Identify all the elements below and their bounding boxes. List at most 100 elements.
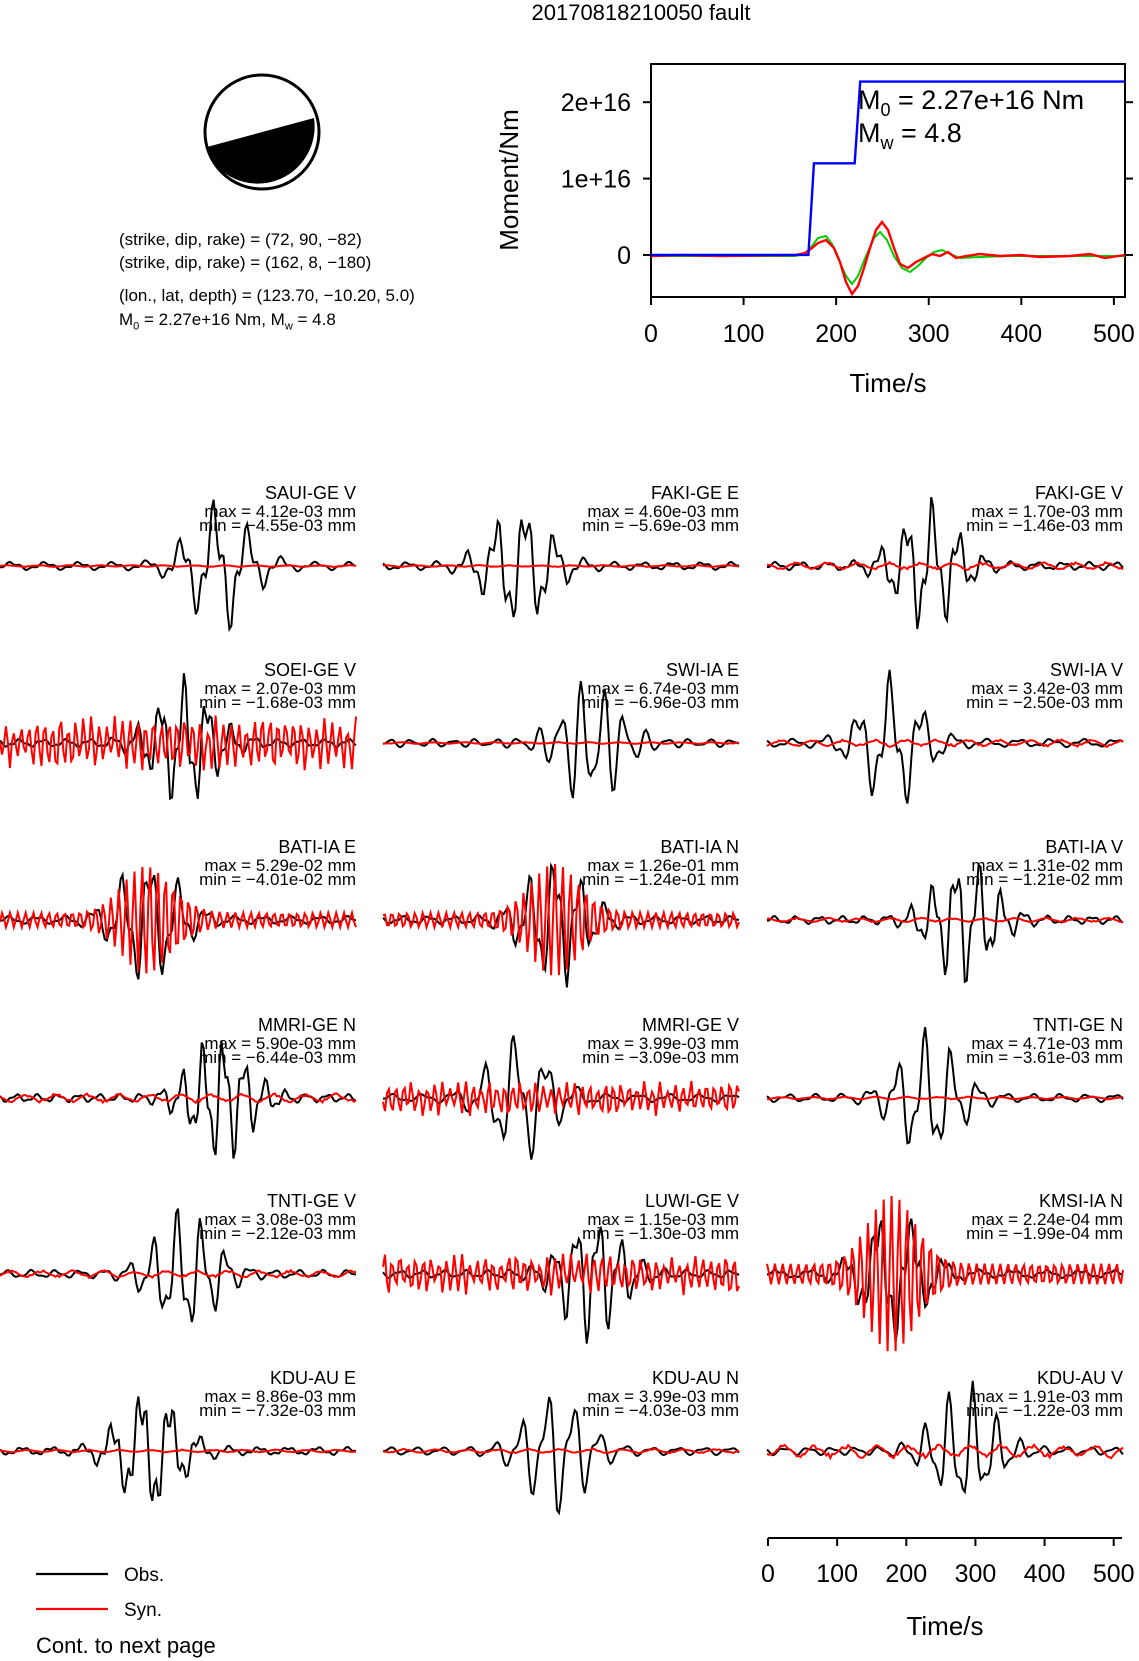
- synthetic-trace: [766, 1195, 1124, 1352]
- synthetic-trace: [382, 1253, 740, 1296]
- station-name: KDU-AU E: [270, 1368, 356, 1388]
- m0-annotation: M0 = 2.27e+16 Nm: [858, 85, 1084, 120]
- waveform-x-tick-label: 0: [761, 1560, 775, 1588]
- station-min: min = −2.50e-03 mm: [966, 693, 1123, 712]
- station-min: min = −1.30e-03 mm: [582, 1224, 739, 1243]
- station-name: SAUI-GE V: [265, 483, 356, 503]
- station-min: min = −6.96e-03 mm: [582, 693, 739, 712]
- synthetic-trace: [0, 866, 357, 974]
- moment-rate-green-line: [651, 230, 1125, 286]
- moment-rate-curves: [650, 220, 1126, 297]
- station-min: min = −4.01e-02 mm: [199, 870, 356, 889]
- station-max: max = 3.42e-03 mm: [971, 679, 1123, 698]
- observed-trace: [766, 669, 1124, 804]
- waveform-x-tick-label: 300: [955, 1560, 997, 1588]
- station-min: min = −2.12e-03 mm: [199, 1224, 356, 1243]
- moment-y-axis: 0 1e+16 2e+16: [561, 89, 1133, 270]
- moment-summary: M0 = 2.27e+16 Nm, Mw = 4.8: [119, 310, 336, 333]
- synthetic-trace: [766, 1095, 1124, 1101]
- station-name: BATI-IA E: [278, 837, 356, 857]
- station-name: TNTI-GE N: [1033, 1015, 1123, 1035]
- footer-note: Cont. to next page: [36, 1633, 216, 1658]
- station-name: TNTI-GE V: [267, 1191, 356, 1211]
- station-name: BATI-IA V: [1045, 837, 1123, 857]
- moment-rate-panel: 0 1e+16 2e+16 0 100 200 300 400 500 M0 = 2.27e+…: [494, 63, 1135, 398]
- station-name: KDU-AU N: [652, 1368, 739, 1388]
- station-max: max = 6.74e-03 mm: [587, 679, 739, 698]
- station-min: min = −7.32e-03 mm: [199, 1401, 356, 1420]
- station-min: min = −1.22e-03 mm: [966, 1401, 1123, 1420]
- station-name: SOEI-GE V: [264, 660, 356, 680]
- station-min: min = −6.44e-03 mm: [199, 1048, 356, 1067]
- cumulative-moment-line: [651, 80, 1125, 257]
- station-name: MMRI-GE N: [258, 1015, 356, 1035]
- waveform-x-tick-label: 100: [816, 1560, 858, 1588]
- station-name: KDU-AU V: [1037, 1368, 1123, 1388]
- synthetic-trace: [766, 560, 1124, 571]
- station-name: SWI-IA V: [1050, 660, 1123, 680]
- station-max: max = 8.86e-03 mm: [204, 1387, 356, 1406]
- synthetic-trace: [382, 564, 740, 568]
- station-min: min = −4.55e-03 mm: [199, 516, 356, 535]
- station-name: KMSI-IA N: [1039, 1191, 1123, 1211]
- synthetic-trace: [766, 916, 1124, 924]
- synthetic-trace: [0, 1092, 357, 1105]
- synthetic-trace: [382, 1447, 740, 1455]
- waveform-x-axis-label: Time/s: [906, 1611, 983, 1641]
- legend-obs-label: Obs.: [124, 1565, 164, 1586]
- synthetic-trace: [382, 1080, 740, 1116]
- moment-x-axis: 0 100 200 300 400 500: [644, 297, 1135, 348]
- observed-trace: [382, 680, 740, 799]
- moment-x-tick-label: 400: [1000, 320, 1042, 348]
- observed-trace: [382, 1396, 740, 1516]
- observed-trace: [0, 499, 357, 633]
- station-min: min = −1.68e-03 mm: [199, 693, 356, 712]
- station-min: min = −1.21e-02 mm: [966, 870, 1123, 889]
- moment-plot-frame: [650, 63, 1126, 298]
- station-max: max = 1.91e-03 mm: [971, 1387, 1123, 1406]
- station-max: max = 4.60e-03 mm: [587, 502, 739, 521]
- moment-y-tick-label: 1e+16: [561, 166, 631, 194]
- station-min: min = −4.03e-03 mm: [582, 1401, 739, 1420]
- synthetic-trace: [0, 564, 357, 568]
- waveform-x-tick-label: 500: [1093, 1560, 1135, 1588]
- synthetic-trace: [0, 715, 357, 771]
- moment-rate-red-line: [650, 220, 1126, 297]
- station-min: min = −5.69e-03 mm: [582, 516, 739, 535]
- moment-x-tick-label: 200: [815, 320, 857, 348]
- synthetic-trace: [382, 741, 739, 745]
- moment-x-tick-label: 300: [908, 320, 950, 348]
- station-min: min = −3.61e-03 mm: [966, 1048, 1123, 1067]
- waveform-x-tick-label: 200: [885, 1560, 927, 1588]
- station-min: min = −1.24e-01 mm: [582, 870, 739, 889]
- station-name: LUWI-GE V: [645, 1191, 739, 1211]
- station-max: max = 3.99e-03 mm: [587, 1034, 739, 1053]
- observed-trace: [382, 1035, 740, 1160]
- synthetic-trace: [382, 863, 740, 976]
- synthetic-trace: [0, 1268, 357, 1280]
- mw-annotation: Mw = 4.8: [858, 118, 962, 153]
- station-min: min = −3.09e-03 mm: [582, 1048, 739, 1067]
- station-max: max = 5.29e-02 mm: [204, 856, 356, 875]
- station-max: max = 2.24e-04 mm: [971, 1210, 1123, 1229]
- station-min: min = −1.99e-04 mm: [966, 1224, 1123, 1243]
- moment-x-tick-label: 500: [1093, 320, 1135, 348]
- observed-trace: [0, 1041, 357, 1159]
- legend: Obs. Syn.: [36, 1565, 164, 1621]
